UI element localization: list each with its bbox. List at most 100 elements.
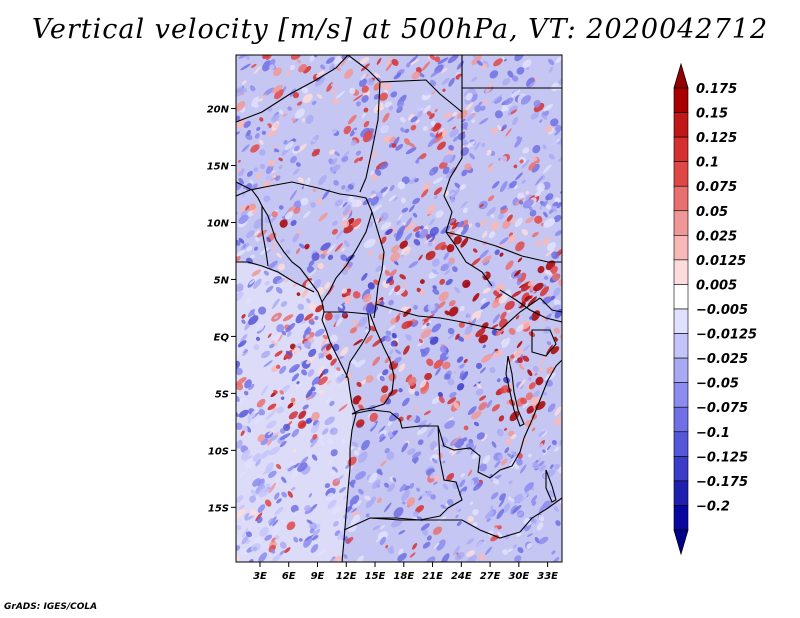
velocity-blob xyxy=(387,324,396,332)
velocity-blob xyxy=(268,431,272,436)
velocity-blob xyxy=(416,287,422,293)
velocity-blob xyxy=(551,439,557,446)
velocity-blob xyxy=(423,105,431,114)
velocity-blob xyxy=(312,433,318,440)
velocity-blob xyxy=(327,254,334,261)
velocity-blob xyxy=(308,492,313,498)
velocity-blob xyxy=(397,214,403,221)
velocity-blob xyxy=(527,533,533,538)
velocity-blob xyxy=(278,207,288,218)
velocity-blob xyxy=(488,162,493,168)
velocity-blob xyxy=(293,536,299,543)
velocity-blob xyxy=(310,386,316,392)
velocity-blob xyxy=(452,111,457,117)
velocity-blob xyxy=(278,157,283,162)
velocity-blob xyxy=(251,63,257,68)
velocity-blob xyxy=(479,203,484,208)
velocity-blob xyxy=(352,291,361,299)
map-title: Vertical velocity [m/s] at 500hPa, VT: 2… xyxy=(31,14,769,45)
colorbar-min-arrow xyxy=(673,529,689,556)
velocity-blob xyxy=(374,168,382,176)
velocity-blob xyxy=(348,507,355,514)
velocity-blob xyxy=(393,507,404,518)
coastline-ghana-nigeria xyxy=(236,261,315,293)
velocity-blob xyxy=(343,240,350,248)
velocity-blob xyxy=(265,462,274,474)
velocity-blob xyxy=(420,328,432,339)
velocity-blob xyxy=(384,356,392,364)
velocity-blob xyxy=(301,286,310,299)
velocity-blob xyxy=(405,147,417,155)
velocity-blob xyxy=(472,248,478,253)
velocity-blob xyxy=(471,257,481,266)
velocity-blob xyxy=(263,360,273,368)
velocity-blob xyxy=(444,420,455,429)
velocity-blob xyxy=(311,148,321,157)
velocity-blob xyxy=(252,478,262,487)
velocity-blob xyxy=(429,170,434,175)
velocity-blob xyxy=(358,316,368,328)
velocity-blob xyxy=(482,231,488,238)
velocity-blob xyxy=(420,523,430,531)
velocity-blob xyxy=(331,157,338,166)
colorbar-swatch xyxy=(673,333,689,359)
velocity-blob xyxy=(401,535,408,542)
velocity-blob xyxy=(309,528,315,534)
velocity-blob xyxy=(544,275,549,280)
velocity-blob xyxy=(422,181,431,192)
velocity-blob xyxy=(433,187,443,196)
velocity-blob xyxy=(389,155,397,163)
velocity-blob xyxy=(306,519,313,525)
velocity-blob xyxy=(261,93,267,99)
velocity-blob xyxy=(554,230,562,236)
velocity-blob xyxy=(416,110,423,118)
velocity-blob xyxy=(329,400,335,407)
velocity-blob xyxy=(240,515,246,523)
border-mali-niger xyxy=(236,55,349,123)
velocity-blob xyxy=(370,170,375,176)
velocity-blob xyxy=(437,301,446,309)
velocity-blob xyxy=(519,159,524,164)
velocity-blob xyxy=(364,335,373,344)
velocity-blob xyxy=(411,71,421,80)
velocity-blob xyxy=(292,233,300,243)
velocity-blob xyxy=(366,78,375,86)
velocity-blob xyxy=(471,76,478,82)
velocity-blob xyxy=(372,218,380,226)
velocity-blob xyxy=(432,285,437,290)
lon-tick-label: 21E xyxy=(422,571,443,582)
velocity-blob xyxy=(496,259,503,265)
velocity-blob xyxy=(543,211,548,218)
velocity-blob xyxy=(363,549,375,559)
velocity-blob xyxy=(373,93,380,100)
velocity-blob xyxy=(376,57,382,65)
velocity-blob xyxy=(504,447,510,454)
velocity-blob xyxy=(347,445,355,452)
velocity-blob xyxy=(528,124,536,133)
velocity-blob xyxy=(279,390,284,395)
velocity-blob xyxy=(256,516,263,524)
velocity-blob xyxy=(371,174,378,181)
velocity-blob xyxy=(359,57,370,65)
velocity-blob xyxy=(385,330,392,336)
velocity-blob xyxy=(401,489,410,502)
velocity-blob xyxy=(280,301,288,307)
velocity-blob xyxy=(459,373,464,379)
velocity-blob xyxy=(461,371,469,381)
velocity-blob xyxy=(447,327,455,335)
velocity-blob xyxy=(314,315,319,321)
velocity-blob xyxy=(493,58,503,67)
colorbar-swatch xyxy=(673,406,689,433)
velocity-blob xyxy=(238,237,245,244)
velocity-blob xyxy=(437,516,447,523)
velocity-blob xyxy=(531,427,536,432)
velocity-blob xyxy=(236,58,244,67)
velocity-blob xyxy=(278,205,284,210)
velocity-blob xyxy=(252,241,258,248)
velocity-blob xyxy=(388,287,395,296)
velocity-blob xyxy=(253,278,262,289)
velocity-blob xyxy=(357,447,362,451)
velocity-blob xyxy=(301,118,306,122)
velocity-blob xyxy=(521,228,528,236)
